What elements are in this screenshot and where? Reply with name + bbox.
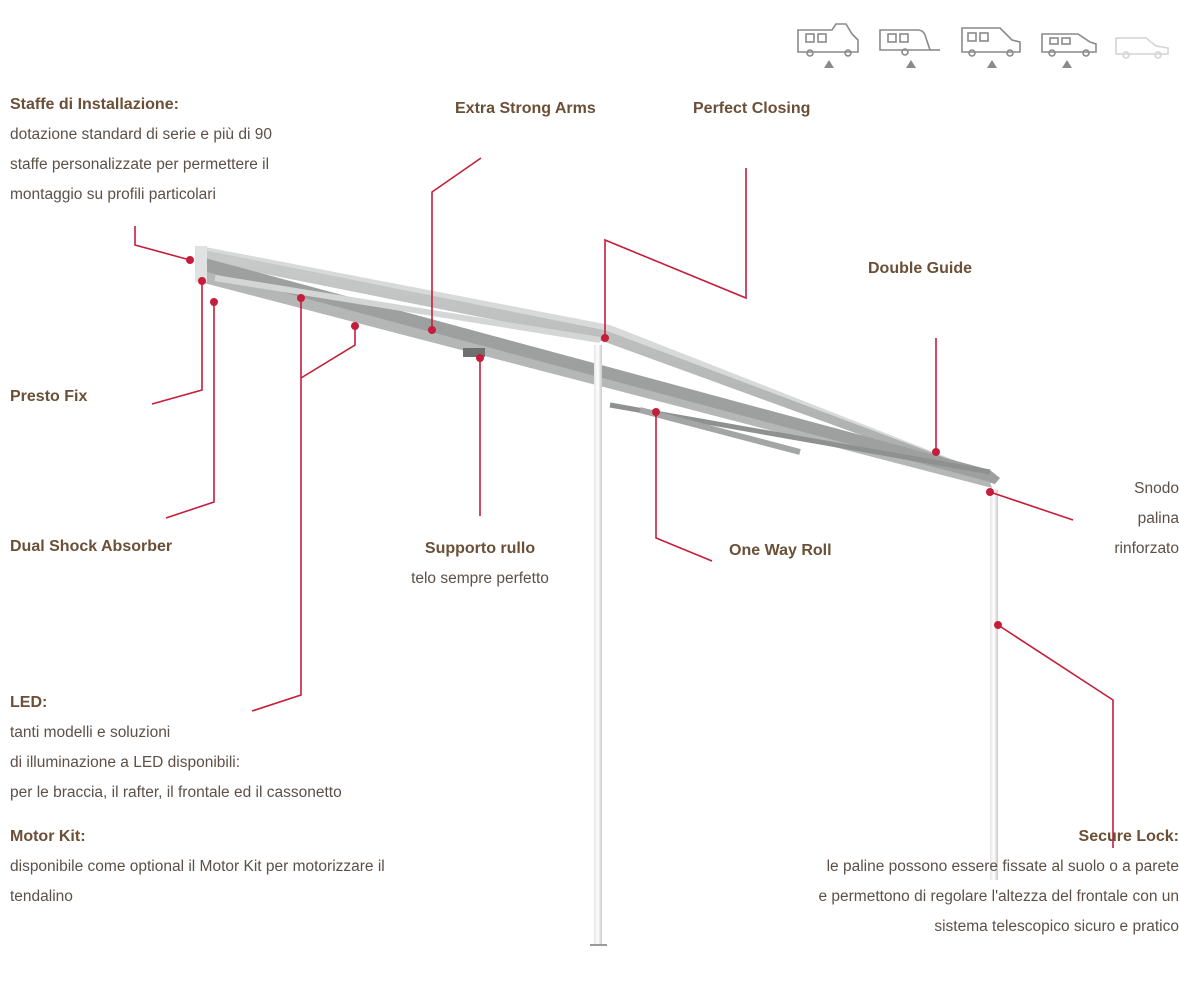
dot-staffe: [186, 256, 194, 264]
dot-presto-fix: [198, 277, 206, 285]
staffe-line-1: dotazione standard di serie e più di 90: [10, 126, 272, 143]
label-supporto-rullo: Supporto rullo telo sempre perfetto: [360, 534, 600, 594]
leader-staffe: [134, 226, 191, 261]
snodo-line-1: Snodo: [1134, 480, 1179, 497]
dot-led: [297, 294, 305, 302]
dot-dual-shock: [210, 298, 218, 306]
led-title: LED:: [10, 694, 48, 711]
label-dual-shock-absorber: Dual Shock Absorber: [10, 538, 173, 555]
label-motor-kit: Motor Kit: disponibile come optional il …: [10, 822, 385, 912]
awning-arm-left: [214, 275, 601, 343]
support-pole-right: [990, 490, 998, 880]
dot-perfect-closing: [601, 334, 609, 342]
leader-secure-lock: [997, 624, 1114, 848]
label-snodo-palina: Snodo palina rinforzato: [1059, 474, 1179, 564]
suv-icon: [1115, 37, 1169, 59]
support-roller-plate: [463, 348, 485, 357]
compat-marker-caravan: [906, 60, 916, 68]
leader-dots: [186, 256, 1002, 629]
led-line-2: di illuminazione a LED disponibili:: [10, 754, 241, 771]
led-line-1: tanti modelli e soluzioni: [10, 724, 171, 741]
vehicle-icons: [797, 23, 1169, 59]
compatibility-markers: [824, 60, 1072, 68]
supporto-line-1: telo sempre perfetto: [411, 570, 549, 587]
dot-led-2: [351, 322, 359, 330]
staffe-line-2: staffe personalizzate per permettere il: [10, 156, 270, 173]
dot-extra-strong: [428, 326, 436, 334]
secure-lock-line-3: sistema telescopico sicuro e pratico: [934, 918, 1179, 935]
motorhome-icon: [797, 23, 859, 57]
dot-one-way: [652, 408, 660, 416]
staffe-title: Staffe di Installazione:: [10, 96, 179, 113]
leader-perfect-closing: [604, 168, 747, 338]
label-perfect-closing: Perfect Closing: [693, 100, 811, 117]
leader-led-2: [300, 326, 356, 379]
motor-kit-line-2: tendalino: [10, 888, 73, 905]
dot-secure-lock: [994, 621, 1002, 629]
dot-double-guide: [932, 448, 940, 456]
leader-led: [251, 298, 302, 712]
leader-lines: [134, 157, 1114, 848]
caravan-icon: [879, 29, 940, 56]
label-double-guide: Double Guide: [868, 260, 972, 277]
awning-canopy: [205, 250, 1000, 482]
awning-end-cap-left: [195, 246, 207, 282]
compat-marker-motorhome: [824, 60, 834, 68]
compact-van-icon: [1041, 33, 1097, 57]
leader-one-way: [655, 412, 713, 562]
label-secure-lock: Secure Lock: le paline possono essere fi…: [659, 822, 1179, 942]
label-presto-fix: Presto Fix: [10, 388, 88, 405]
label-one-way-roll: One Way Roll: [729, 542, 832, 559]
label-staffe: Staffe di Installazione: dotazione stand…: [10, 90, 272, 210]
leader-snodo: [989, 491, 1074, 521]
compat-marker-van: [987, 60, 997, 68]
van-conversion-icon: [961, 27, 1021, 57]
staffe-line-3: montaggio su profili particolari: [10, 186, 216, 203]
snodo-line-2: palina: [1137, 510, 1179, 527]
leader-dual-shock: [165, 302, 215, 519]
led-line-3: per le braccia, il rafter, il frontale e…: [10, 784, 342, 801]
support-pole-left: [594, 345, 602, 945]
supporto-title: Supporto rullo: [424, 540, 536, 557]
secure-lock-line-2: e permettono di regolare l'altezza del f…: [818, 888, 1179, 905]
dot-snodo: [986, 488, 994, 496]
compat-marker-compact: [1062, 60, 1072, 68]
leader-presto-fix: [151, 280, 203, 405]
motor-kit-title: Motor Kit:: [10, 828, 86, 845]
motor-kit-line-1: disponibile come optional il Motor Kit p…: [10, 858, 385, 875]
dot-supporto: [476, 354, 484, 362]
secure-lock-title: Secure Lock:: [1078, 828, 1179, 845]
secure-lock-line-1: le paline possono essere fissate al suol…: [826, 858, 1179, 875]
awning-arm-lower: [639, 407, 801, 455]
leader-extra-strong: [431, 157, 482, 330]
label-extra-strong-arms: Extra Strong Arms: [455, 100, 596, 117]
snodo-line-3: rinforzato: [1114, 540, 1179, 557]
label-led: LED: tanti modelli e soluzioni di illumi…: [10, 688, 342, 808]
